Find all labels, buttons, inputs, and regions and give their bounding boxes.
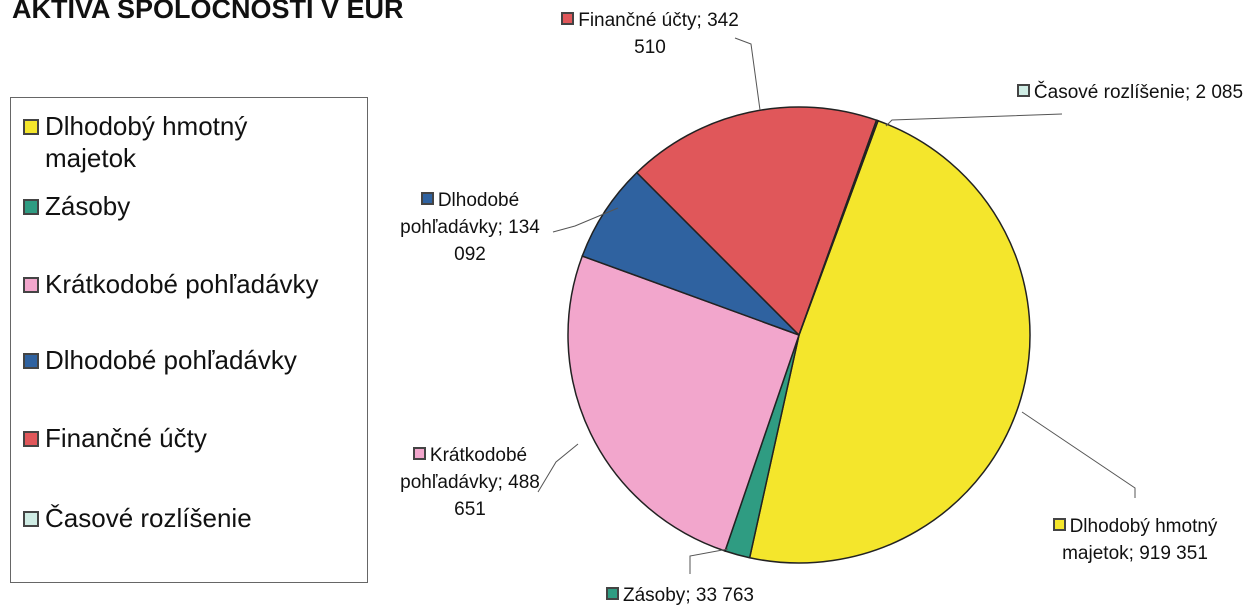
data-label: Zásoby; 33 763 [570,582,790,609]
legend-swatch [1016,84,1030,97]
data-label: Finančné účty; 342 510 [550,7,750,61]
legend-swatch [561,12,575,25]
legend-swatch [23,511,39,527]
legend-swatch [1052,518,1066,531]
label-value: 342 510 [634,10,739,58]
pie-slice [798,119,879,336]
leader-line [552,207,619,233]
legend-swatch [23,277,39,293]
pie-slice [581,171,800,336]
legend-swatch [420,192,434,205]
legend-swatch [23,431,39,447]
legend-swatch [23,199,39,215]
legend-label: Zásoby [45,191,131,221]
legend-label: Finančné účty [45,423,207,453]
legend-item: Finančné účty [23,422,207,454]
pie-slice [567,255,800,552]
label-category: Zásoby [623,585,686,606]
data-label: Časové rozlíšenie; 2 085 [1010,79,1250,106]
leader-line [1021,411,1136,498]
legend-label: Časové rozlíšenie [45,503,252,533]
label-value: 33 763 [695,585,754,606]
legend-item: Zásoby [23,190,130,222]
legend-label: Dlhodobé pohľadávky [45,345,297,375]
leader-line [885,113,1063,127]
label-category: Dlhodobé pohľadávky [400,190,520,238]
legend-item: Dlhodobé pohľadávky [23,344,297,376]
data-label: Dlhodobé pohľadávky; 134 092 [400,190,540,265]
legend-swatch [606,587,619,600]
legend: Dlhodobý hmotný majetok Zásoby Krátkodobé … [10,97,368,583]
legend-item: Dlhodobý hmotný majetok [23,110,305,174]
label-category: Krátkodobé pohľadávky [400,445,528,493]
leader-line [689,548,729,574]
label-value: 134 092 [454,217,540,265]
legend-label: Dlhodobý hmotný majetok [45,111,248,173]
label-value: 488 651 [454,472,540,520]
data-label: Dlhodobý hmotný majetok; 919 351 [1025,513,1245,567]
label-value: 2 085 [1195,82,1244,103]
data-label: Krátkodobé pohľadávky; 488 651 [400,445,540,520]
label-category: Časové rozlíšenie [1033,82,1185,103]
legend-item: Krátkodobé pohľadávky [23,268,319,300]
legend-swatch [23,119,39,135]
legend-item: Časové rozlíšenie [23,502,252,534]
label-category: Finančné účty [578,10,697,31]
label-value: 919 351 [1139,543,1208,564]
chart-title: AKTÍVA SPOLOČNOSTI V EUR [12,0,404,24]
legend-label: Krátkodobé pohľadávky [45,269,319,299]
legend-swatch [23,353,39,369]
pie-slice [635,106,878,337]
leader-line [537,443,579,493]
leader-line [734,37,761,111]
label-category: Dlhodobý hmotný majetok [1062,516,1218,564]
legend-swatch [412,447,426,460]
pie-slice [748,119,1031,564]
